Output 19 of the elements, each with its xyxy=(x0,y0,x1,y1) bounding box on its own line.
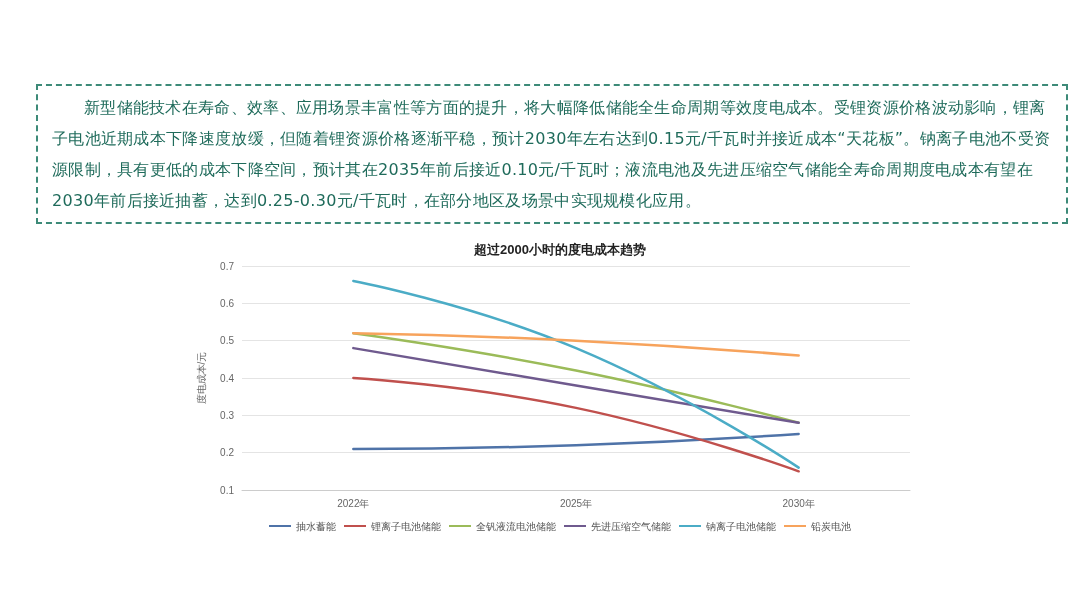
y-tick-label: 0.7 xyxy=(220,260,235,272)
y-tick-label: 0.2 xyxy=(220,447,235,459)
chart-title: 超过2000小时的度电成本趋势 xyxy=(473,242,646,257)
y-tick-label: 0.3 xyxy=(220,409,235,421)
text: 新型储能技术在寿命、效率、应用场景丰富性等方面的提升，将大幅降低储能全生命周期等效度电成本。受锂资源价格波动影响，锂离子电池近期成本下降速度放缓，但随着锂资源价格逐渐平稳，预计2030年左右达到0.15元/千瓦时并接近成本“天花板”。钠离子电池不受资源限制，具有更低的成本下降空间，预计其在2035年前后接近0.10元/千瓦时；液流电池及先进压缩空气储能全寿命周期度电成本有望在2030年前后接近抽蓄，达到0.25-0.30元/千瓦时，在部分地区及场景中实现规模化应用。 xyxy=(52,97,1052,212)
y-tick-label: 0.4 xyxy=(220,372,235,384)
legend-label: 锂离子电池储能 xyxy=(370,520,441,532)
legend-label: 抽水蓄能 xyxy=(296,520,336,532)
x-tick-label: 2025年 xyxy=(559,497,593,509)
legend-label: 钠离子电池储能 xyxy=(705,520,776,532)
y-tick-label: 0.5 xyxy=(220,335,235,347)
x-tick-label: 2022年 xyxy=(337,497,370,509)
legend-label: 铅炭电池 xyxy=(810,520,851,532)
y-tick-label: 0.1 xyxy=(220,484,235,496)
y-tick-label: 0.6 xyxy=(220,297,235,309)
y-axis-title: 度电成本/元 xyxy=(195,351,207,405)
x-tick-label: 2030年 xyxy=(782,497,815,509)
legend-label: 全钒液流电池储能 xyxy=(476,520,556,532)
legend-label: 先进压缩空气储能 xyxy=(591,520,671,532)
